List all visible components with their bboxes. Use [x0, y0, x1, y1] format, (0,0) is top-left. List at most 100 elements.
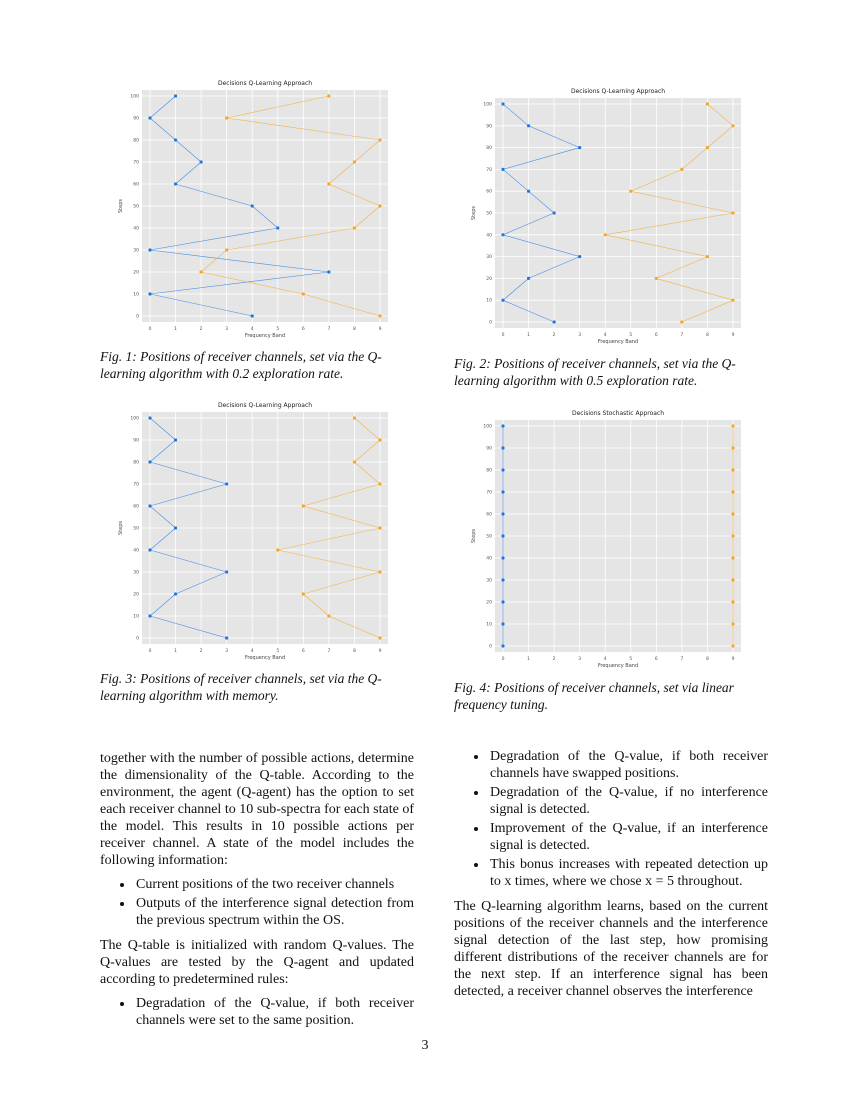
- y-tick-label: 60: [133, 182, 139, 188]
- channel-1-point: [501, 102, 505, 106]
- channel-1-point: [578, 146, 582, 150]
- x-axis-label: Frequency Band: [598, 339, 638, 345]
- channel-2-point: [603, 233, 607, 237]
- channel-1-point: [173, 438, 178, 442]
- channel-2-segment: [277, 527, 381, 551]
- caption-fig-2: Fig. 2: Positions of receiver channels, …: [454, 356, 736, 388]
- channel-1-point: [501, 468, 505, 472]
- y-tick-label: 50: [133, 526, 139, 532]
- channel-1-point: [501, 167, 505, 171]
- figure-4: 0 1 2 3 4 5 6 7 8 9 0 10 20 30 40 50 60 70 80 90 100 Decision…: [465, 404, 747, 676]
- channel-2-point: [378, 314, 382, 318]
- channel-1-point: [501, 512, 505, 516]
- caption-fig-4: Fig. 4: Positions of receiver channels, …: [454, 680, 734, 712]
- channel-2-point: [352, 416, 357, 420]
- y-tick-label: 20: [486, 600, 492, 606]
- y-tick-label: 30: [486, 254, 492, 260]
- x-tick-label: 9: [732, 332, 735, 338]
- y-axis-label: Steps: [471, 206, 477, 220]
- channel-2-point: [327, 94, 331, 98]
- channel-1-segment: [502, 147, 580, 170]
- channel-2-segment: [630, 169, 683, 192]
- channel-2-segment: [226, 95, 329, 119]
- channel-1-segment: [149, 439, 176, 463]
- y-tick-label: 80: [133, 460, 139, 466]
- channel-2-segment: [354, 417, 381, 441]
- channel-2-segment: [303, 483, 381, 507]
- channel-1-segment: [149, 527, 176, 551]
- channel-2-point: [629, 189, 633, 193]
- right-column: Degradation of the Q-value, if both rece…: [454, 748, 768, 1007]
- y-tick-label: 0: [136, 314, 139, 320]
- y-tick-label: 100: [483, 424, 492, 430]
- channel-2-segment: [226, 117, 381, 141]
- y-axis-label: Steps: [471, 529, 477, 543]
- channel-2-point: [378, 526, 382, 530]
- channel-1-point: [552, 211, 556, 215]
- channel-2-point: [680, 320, 684, 324]
- channel-1-point: [148, 292, 152, 296]
- channel-1-segment: [528, 125, 580, 148]
- channel-1-point: [148, 504, 152, 508]
- channel-1-point: [578, 255, 582, 259]
- x-tick-label: 4: [604, 656, 607, 662]
- channel-1-segment: [149, 117, 176, 141]
- channel-1-point: [148, 548, 152, 552]
- channel-2-point: [731, 490, 735, 494]
- y-tick-label: 30: [133, 570, 139, 576]
- y-tick-label: 90: [486, 123, 492, 129]
- y-tick-label: 70: [133, 160, 139, 166]
- channel-1-segment: [502, 212, 555, 236]
- list-item: Degradation of the Q-value, if no interf…: [488, 784, 768, 818]
- y-tick-label: 10: [133, 292, 139, 298]
- x-tick-label: 6: [302, 648, 305, 654]
- channel-2-point: [276, 548, 280, 552]
- list-item: Current positions of the two receiver ch…: [134, 876, 414, 893]
- channel-2-segment: [707, 103, 734, 127]
- channel-1-segment: [149, 417, 176, 441]
- channel-2-segment: [354, 439, 381, 463]
- channel-1-segment: [175, 139, 202, 163]
- channel-2-point: [225, 116, 229, 120]
- chart-fig-3: 0 1 2 3 4 5 6 7 8 90102030405060708090100Decision…: [118, 402, 388, 661]
- channel-2-point: [731, 534, 735, 538]
- channel-1-segment: [502, 299, 555, 323]
- channel-1-point: [199, 160, 203, 164]
- channel-1-point: [148, 416, 152, 420]
- channel-1-point: [501, 490, 505, 494]
- channel-2-segment: [303, 571, 381, 595]
- x-axis-label: Frequency Band: [598, 663, 638, 669]
- y-tick-label: 70: [486, 167, 492, 173]
- channel-2-point: [731, 600, 735, 604]
- channel-1-segment: [528, 256, 580, 279]
- x-tick-label: 9: [379, 326, 382, 332]
- y-tick-label: 60: [133, 504, 139, 510]
- channel-2-point: [378, 438, 382, 442]
- channel-1-segment: [502, 234, 580, 257]
- y-tick-label: 10: [486, 298, 492, 304]
- channel-2-point: [705, 255, 710, 259]
- y-tick-label: 10: [486, 622, 492, 628]
- channel-1-point: [501, 446, 505, 450]
- caption-fig-3: Fig. 3: Positions of receiver channels, …: [100, 671, 382, 703]
- channel-1-segment: [149, 483, 227, 507]
- chart-fig-1: 0 1 2 3 4 5 6 7 8 90102030405060708090100Decision…: [118, 80, 388, 339]
- chart-title: Decisions Stochastic Approach: [572, 410, 664, 417]
- channel-1-segment: [149, 227, 278, 251]
- channel-1-point: [501, 578, 505, 582]
- x-tick-label: 0: [502, 656, 505, 662]
- x-tick-label: 6: [655, 332, 658, 338]
- channel-1-point: [148, 614, 152, 618]
- channel-1-point: [276, 226, 280, 230]
- y-tick-label: 0: [489, 644, 492, 650]
- channel-2-segment: [354, 205, 381, 229]
- y-tick-label: 20: [133, 592, 139, 598]
- y-tick-label: 30: [486, 578, 492, 584]
- x-tick-label: 8: [706, 332, 709, 338]
- channel-1-point: [526, 276, 531, 280]
- y-tick-label: 40: [133, 226, 139, 232]
- channel-1-segment: [149, 249, 329, 273]
- channel-2-segment: [630, 190, 734, 214]
- x-tick-label: 9: [732, 656, 735, 662]
- channel-1-segment: [175, 161, 202, 185]
